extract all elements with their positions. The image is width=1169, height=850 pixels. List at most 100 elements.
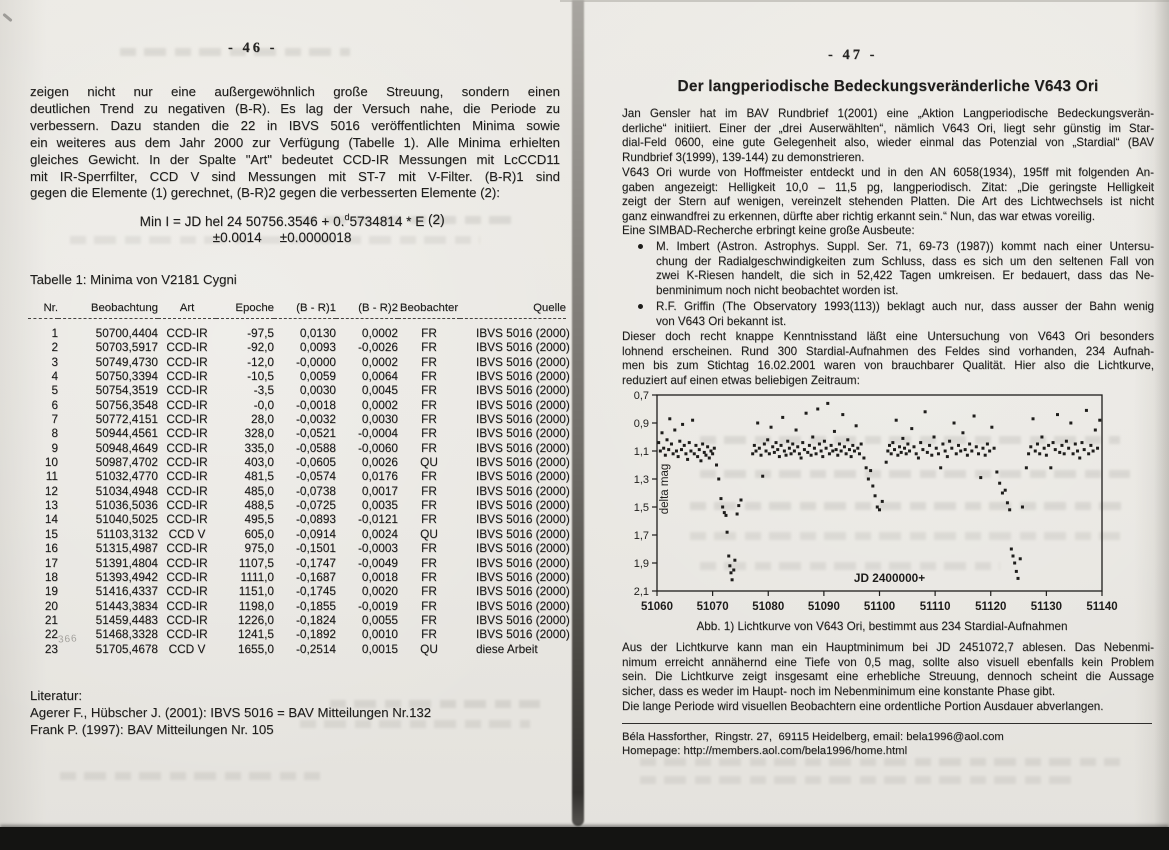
data-point	[824, 446, 828, 450]
data-point	[1016, 576, 1020, 580]
data-point	[829, 443, 833, 447]
data-point	[842, 445, 846, 449]
bleed-through	[330, 700, 540, 708]
table-cell: FR	[421, 340, 437, 355]
text-line: benminimum noch nicht beobachtet worden …	[656, 283, 899, 297]
left-page-number: - 46 -	[228, 40, 278, 56]
data-point	[1053, 448, 1057, 452]
data-point	[817, 442, 821, 446]
data-point	[794, 428, 798, 432]
data-point	[771, 445, 775, 449]
table-cell: 0,0055	[361, 612, 398, 627]
data-point	[662, 446, 666, 450]
table-cell: 0,0024	[361, 526, 398, 541]
data-point	[725, 530, 729, 534]
data-point	[1047, 443, 1051, 447]
data-point	[715, 463, 719, 467]
data-point	[859, 442, 863, 446]
left-intro-paragraph: zeigen nicht nur eine außergewöhnlich gr…	[30, 84, 560, 202]
table-cell: 19	[44, 584, 58, 599]
data-point	[699, 459, 703, 463]
table-cell: 975,0	[244, 541, 274, 556]
table-cell: FR	[421, 512, 437, 527]
table-cell: CCD-IR	[166, 383, 208, 398]
table-cell: 50987,4702	[95, 455, 158, 470]
x-tick-label: 51120	[975, 601, 1006, 613]
table-cell: CCD-IR	[166, 612, 208, 627]
table-cell: -0,0521	[295, 426, 336, 441]
data-point	[880, 499, 884, 503]
minima-table: Nr. Beobachtung Art Epoche (B - R)1 (B - R)2 B…	[28, 302, 570, 656]
table-cell: IBVS 5016 (2000)	[476, 541, 570, 556]
table-cell: -0,0914	[295, 526, 336, 541]
table-cell: IBVS 5016 (2000)	[476, 469, 570, 484]
data-point	[679, 448, 683, 452]
data-point	[896, 453, 900, 457]
scan-top-edge	[560, 0, 1169, 2]
table-row: 16 51315,4987 CCD-IR 975,0 -0,1501 -0,0003 FR I…	[28, 541, 570, 556]
data-point	[939, 466, 943, 470]
data-point	[956, 443, 960, 447]
data-point	[891, 441, 895, 445]
table-cell: -0,1855	[295, 598, 336, 613]
bleed-through	[700, 470, 1130, 478]
data-point	[898, 445, 902, 449]
text-line: sein. Die Lichtkurve zeigt insgesamt ein…	[622, 670, 1154, 684]
table-cell: 20	[44, 598, 58, 613]
table-header-cell: Beobachter	[398, 302, 460, 319]
data-point	[722, 511, 726, 515]
data-point	[702, 450, 706, 454]
x-tick-label: 51140	[1086, 601, 1117, 613]
x-tick-label: 51090	[808, 601, 840, 613]
data-point	[988, 449, 992, 453]
table-cell: 0,0130	[299, 326, 336, 340]
table-cell: CCD-IR	[166, 512, 208, 527]
table-cell: 0,0002	[361, 326, 398, 340]
data-point	[689, 449, 693, 453]
text-line: V643 Ori wurde von Hoffmeister entdeckt …	[622, 166, 1154, 179]
data-point	[724, 513, 728, 517]
table-cell: CCD-IR	[166, 340, 208, 355]
table-cell: IBVS 5016 (2000)	[476, 369, 570, 384]
table-cell: CCD-IR	[166, 469, 208, 484]
data-point	[752, 443, 756, 447]
table-row: 5 50754,3519 CCD-IR -3,5 0,0030 0,0045 FR IBVS …	[28, 383, 569, 398]
data-point	[706, 445, 710, 449]
data-point	[807, 443, 811, 447]
table-cell: FR	[421, 326, 437, 340]
table-cell: 1241,5	[237, 627, 274, 642]
data-point	[802, 448, 806, 452]
table-cell: CCD-IR	[166, 326, 208, 340]
table-cell: CCD-IR	[166, 426, 208, 441]
data-point	[812, 446, 816, 450]
table-cell: 8	[51, 426, 58, 441]
data-point	[871, 484, 875, 488]
table-cell: FR	[421, 612, 437, 627]
table-cell: IBVS 5016 (2000)	[476, 426, 570, 441]
pencil-mark: 366	[57, 633, 79, 646]
formula-error2: ±0.0000018	[279, 230, 352, 245]
text-line: zeigen nicht nur eine außergewöhnlich gr…	[30, 84, 560, 99]
table-cell: -0,1747	[295, 555, 336, 570]
data-point	[1051, 441, 1055, 445]
paragraph-5: Die lange Periode wird visuellen Beobach…	[622, 700, 1104, 713]
data-point	[776, 448, 780, 452]
table-cell: 50944,4561	[95, 426, 158, 441]
data-point	[1071, 452, 1075, 456]
text-line: mit IR-Sperrfilter, CCD V sind Messungen…	[30, 168, 560, 184]
table-row: 20 51443,3834 CCD-IR 1198,0 -0,1855 -0,0019 FR…	[28, 598, 570, 613]
data-point	[974, 445, 978, 449]
table-cell: 51034,4948	[95, 483, 158, 498]
table-cell: 17	[44, 555, 58, 570]
table-cell: 21	[44, 612, 58, 627]
table-cell: -0,0	[253, 397, 274, 412]
simbad-line: Eine SIMBAD-Recherche erbringt keine gro…	[622, 224, 915, 237]
data-point	[1096, 446, 1100, 450]
data-point	[923, 410, 927, 414]
table-cell: CCD-IR	[166, 483, 208, 498]
bleed-through	[300, 216, 515, 224]
data-point	[779, 443, 783, 447]
formula-line1: Min I = JD hel 24 50756.3546 + 0.d573481…	[127, 212, 437, 229]
data-point	[697, 448, 701, 452]
data-point	[784, 453, 788, 457]
